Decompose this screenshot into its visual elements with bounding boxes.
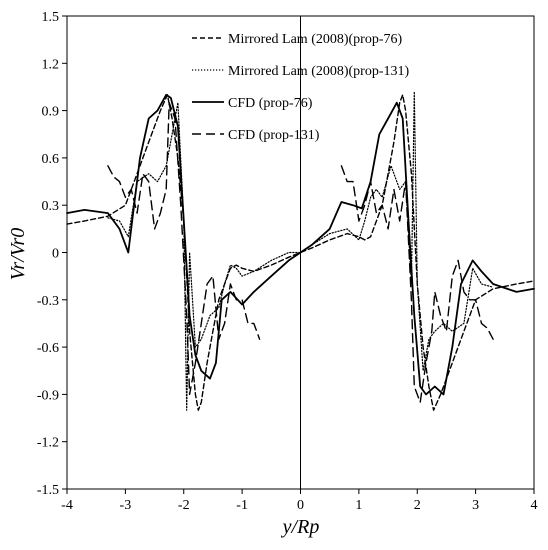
y-tick-label: 1.2 [42,57,60,72]
x-tick-label: -1 [236,498,248,513]
y-tick-label: 1.5 [42,10,60,25]
y-tick-label: -0.6 [37,341,59,356]
series-line-3 [66,93,535,396]
y-axis-title: Vr/Vr0 [7,228,29,281]
y-tick-label: 0.3 [42,199,60,214]
legend-label-1: Mirrored Lam (2008)(prop-76) [228,32,403,47]
x-tick-label: 0 [297,498,304,513]
series-layer [66,91,535,411]
y-axis-ticks: -1.5 -1.2 -0.9 -0.6 -0.3 0 0.3 0.6 0.9 1.2 1.5 [37,10,67,498]
x-axis-title: y/Rp [281,516,320,538]
x-tick-label: 3 [472,498,479,513]
legend: Mirrored Lam (2008)(prop-76) Mirrored Lam… [192,32,410,143]
legend-label-4: CFD (prop-131) [228,128,320,143]
x-tick-label: 2 [414,498,421,513]
legend-label-2: Mirrored Lam (2008)(prop-131) [228,64,410,79]
x-tick-label: -2 [178,498,190,513]
y-tick-label: -0.3 [37,294,59,309]
x-tick-label: 1 [355,498,362,513]
x-tick-label: -3 [120,498,132,513]
series-line-4 [107,102,494,403]
y-tick-label: 0 [52,247,59,262]
x-tick-label: -4 [61,498,73,513]
x-tick-label: 4 [531,498,538,513]
y-tick-label: -1.2 [37,436,59,451]
y-tick-label: -1.5 [37,483,59,498]
y-tick-label: 0.6 [42,152,60,167]
y-tick-label: -0.9 [37,388,59,403]
legend-label-3: CFD (prop-76) [228,96,313,111]
y-tick-label: 0.9 [42,105,60,120]
x-axis-ticks: -4 -3 -2 -1 0 1 2 3 4 [61,489,538,513]
